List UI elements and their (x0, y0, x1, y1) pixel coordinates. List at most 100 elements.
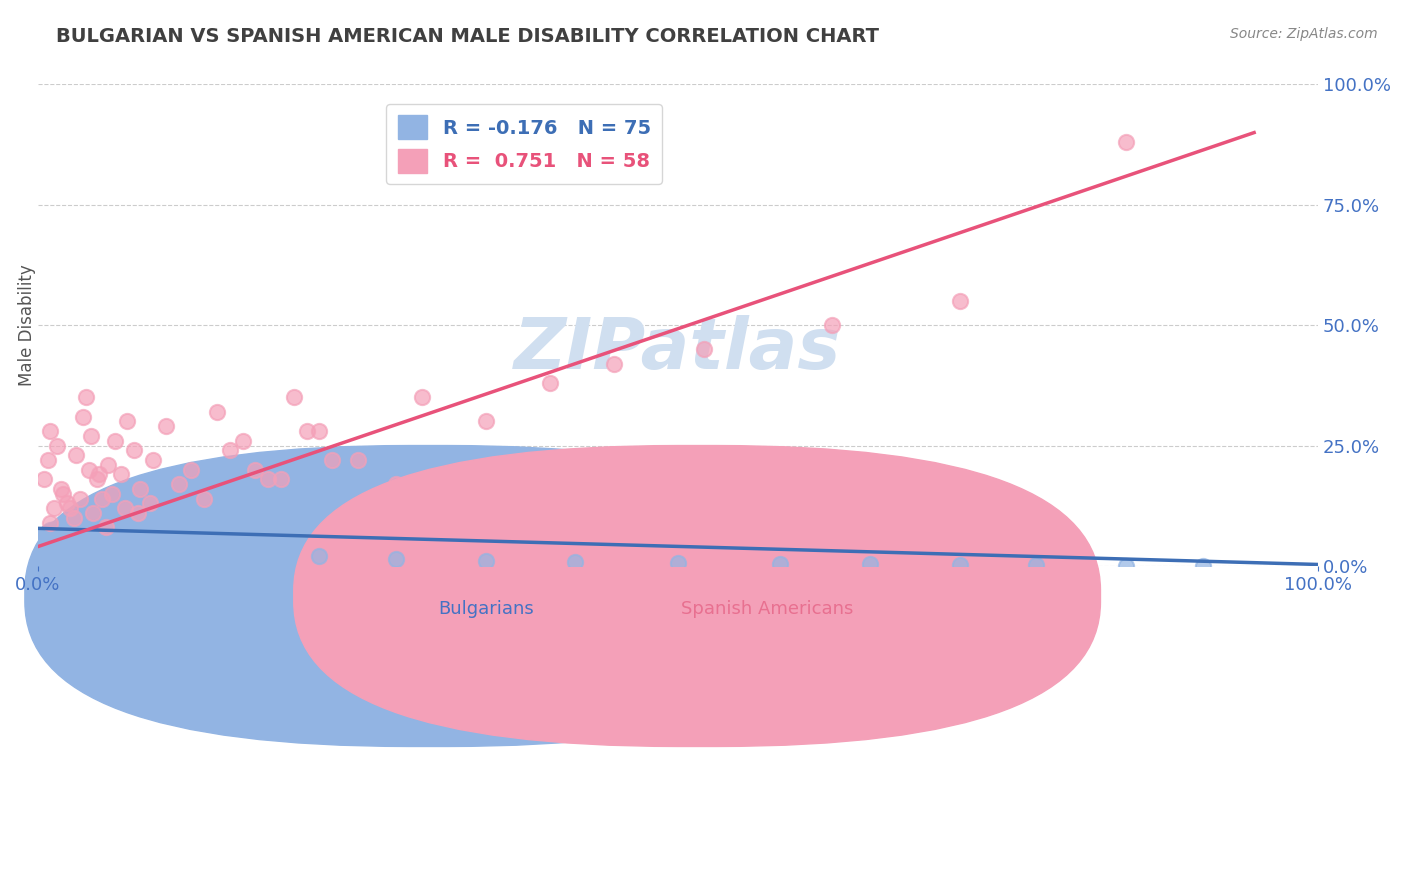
Point (44, 501, 66, 516)
Point (129, 537, 152, 551)
Y-axis label: Male Disability: Male Disability (18, 264, 35, 386)
FancyBboxPatch shape (25, 445, 831, 747)
Point (45, 523, 67, 537)
Point (564, 555, 586, 569)
Point (39, 523, 62, 537)
Point (1025, 558, 1047, 573)
Point (90, 491, 112, 506)
Point (89, 519, 111, 533)
FancyBboxPatch shape (294, 445, 1101, 747)
Point (75, 531, 97, 545)
Point (52, 521, 75, 535)
Point (232, 544, 254, 558)
Point (77, 519, 100, 533)
Point (114, 501, 136, 516)
Point (475, 554, 498, 568)
Point (45, 525, 67, 540)
Point (155, 419, 177, 434)
Point (28, 533, 51, 547)
Point (373, 486, 395, 500)
Point (212, 542, 235, 557)
Point (80, 429, 103, 443)
Point (94, 520, 117, 534)
Text: BULGARIAN VS SPANISH AMERICAN MALE DISABILITY CORRELATION CHART: BULGARIAN VS SPANISH AMERICAN MALE DISAB… (56, 27, 879, 45)
Point (41, 524, 63, 538)
Point (155, 525, 177, 540)
Point (80, 525, 103, 540)
Point (1115, 558, 1137, 573)
Point (73, 522, 96, 536)
Point (59, 501, 82, 516)
Point (139, 496, 162, 510)
Point (34, 527, 56, 541)
Point (32, 527, 55, 541)
Point (385, 551, 408, 566)
Point (117, 536, 139, 550)
Point (42, 526, 65, 541)
Point (295, 424, 318, 438)
Point (75, 525, 97, 540)
Point (62, 522, 84, 536)
Point (167, 477, 190, 491)
Point (65, 448, 87, 462)
Point (30, 531, 52, 545)
Point (39, 516, 62, 530)
Point (308, 424, 330, 438)
Point (32, 472, 55, 486)
Point (69, 491, 91, 506)
Point (180, 462, 202, 476)
Point (270, 472, 292, 486)
Point (1115, 135, 1137, 149)
Point (31, 529, 53, 543)
Point (82, 506, 104, 520)
Point (232, 434, 254, 448)
Point (91, 533, 114, 548)
Point (65, 523, 87, 537)
Point (129, 482, 152, 496)
Point (72, 409, 94, 424)
Point (38, 525, 60, 540)
Point (346, 453, 368, 467)
Point (257, 472, 280, 486)
Point (59, 519, 82, 533)
Point (45, 438, 67, 452)
Point (193, 541, 215, 555)
Point (820, 318, 842, 333)
Point (859, 558, 882, 572)
Point (666, 556, 689, 570)
Point (475, 415, 498, 429)
Point (283, 391, 305, 405)
Point (62, 510, 84, 524)
Point (83, 533, 105, 547)
Point (97, 458, 120, 472)
Point (205, 405, 228, 419)
Point (77, 527, 100, 541)
Text: Bulgarians: Bulgarians (439, 599, 534, 617)
Point (89, 467, 111, 482)
Text: Source: ZipAtlas.com: Source: ZipAtlas.com (1230, 27, 1378, 41)
Point (103, 521, 125, 535)
Point (949, 558, 972, 572)
Point (58, 524, 80, 539)
Point (39, 424, 62, 438)
Point (63, 527, 86, 541)
Point (59, 520, 82, 534)
Point (411, 391, 433, 405)
Point (603, 357, 626, 371)
Point (142, 453, 165, 467)
Point (80, 524, 103, 539)
Point (55, 523, 77, 537)
Point (45, 524, 67, 539)
Point (101, 486, 124, 500)
Point (308, 549, 330, 564)
Point (49, 520, 72, 534)
Point (48, 523, 70, 537)
Point (127, 506, 149, 520)
Point (37, 453, 59, 467)
Point (84, 522, 107, 536)
Point (385, 477, 408, 491)
Point (49, 482, 72, 496)
Point (1192, 558, 1215, 573)
Point (167, 540, 190, 554)
Point (103, 434, 125, 448)
